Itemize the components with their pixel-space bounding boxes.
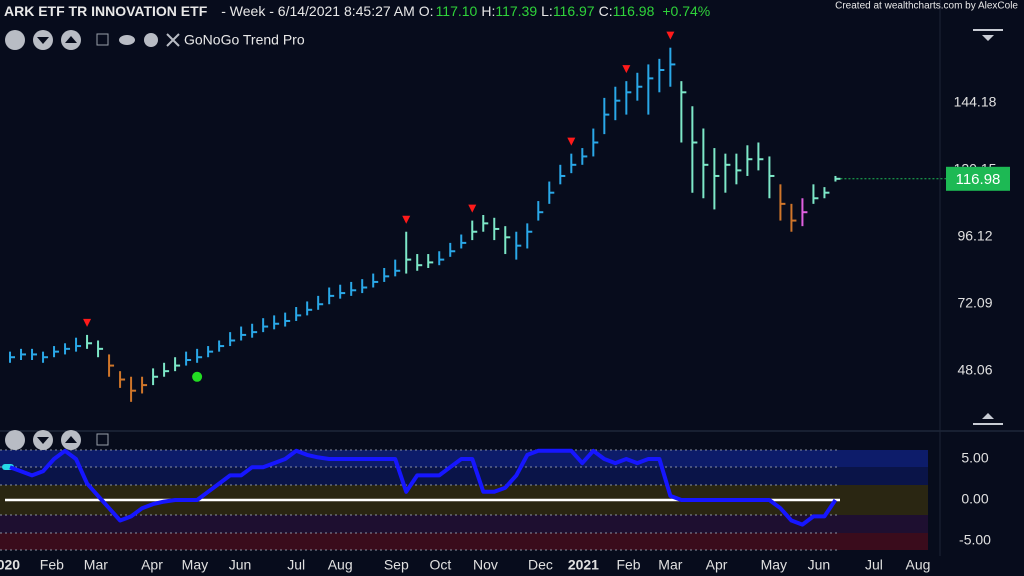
sell-signal [402,215,411,224]
expand-button[interactable] [5,30,25,50]
x-tick-label: Nov [473,557,498,573]
buy-signal [192,371,203,382]
x-tick-label: Mar [658,557,682,573]
quote-value: 116.98 [613,3,655,19]
x-tick-label: 2020 [0,557,20,573]
y-tick-label: 144.18 [954,94,997,110]
icon [65,36,77,43]
icon [37,437,49,444]
x-tick-label: May [182,557,208,573]
quote-value: 117.39 [495,3,537,19]
visibility-button[interactable] [119,35,135,45]
oscillator-line [9,448,838,527]
y-tick-label: 72.09 [957,295,992,311]
collapse-button[interactable] [96,33,109,46]
x-tick-label: Dec [528,557,553,573]
last-price-box [946,166,1010,191]
indicator-title: GoNoGo Trend Pro [184,32,305,48]
sell-signal [567,137,576,146]
x-tick-label: Mar [84,557,108,573]
band-lines [0,449,840,551]
y-tick-label: 0.00 [961,491,988,507]
icon [65,436,77,443]
x-tick-label: Sep [384,557,409,573]
scale-button[interactable] [973,29,1003,425]
sell-signal [468,204,477,213]
icon [37,37,49,44]
header: ARK ETF TR INNOVATION ETF - Week - 6/14/2… [4,3,710,19]
y-tick-label: 96.12 [957,228,992,244]
band [0,515,928,533]
x-tick-label: Feb [40,557,64,573]
symbol: ARK ETF TR INNOVATION ETF [4,3,208,19]
band [0,467,928,485]
x-tick-label: 2021 [568,557,599,573]
last-price-label: 116.98 [956,171,1001,188]
y-tick-label: -5.00 [959,532,991,548]
quote-value: 116.97 [553,3,595,19]
quote-key: C: [599,3,613,19]
y-tick-label: 48.06 [957,362,992,378]
x-tick-label: Jul [865,557,883,573]
quote-value: 117.10 [436,3,478,19]
add-button[interactable] [96,433,109,446]
sell-signal [666,31,675,40]
sell-signal [83,318,92,327]
sell-signal [622,65,631,74]
x-tick-label: May [761,557,787,573]
settings-button[interactable] [144,33,158,47]
x-tick-label: Aug [906,557,931,573]
change: +0.74% [662,3,710,19]
y-tick-label: 5.00 [961,450,988,466]
x-tick-label: Jul [287,557,305,573]
x-tick-label: Jun [229,557,252,573]
x-tick-label: Oct [429,557,451,573]
quote-key: O: [419,3,434,19]
band [0,533,928,550]
quote-key: L: [541,3,553,19]
close-button[interactable] [166,33,180,47]
x-tick-label: Jun [808,557,831,573]
credit: Created at wealthcharts.com by AlexCole [835,1,1018,12]
x-tick-label: Aug [328,557,353,573]
expand-button[interactable] [5,430,25,450]
quote-key: H: [481,3,495,19]
x-tick-label: Feb [616,557,640,573]
x-tick-label: Apr [141,557,163,573]
toolbar: GoNoGo Trend Pro [5,29,1003,450]
x-tick-label: Apr [706,557,728,573]
interval: - Week - 6/14/2021 8:45:27 AM [221,3,415,19]
